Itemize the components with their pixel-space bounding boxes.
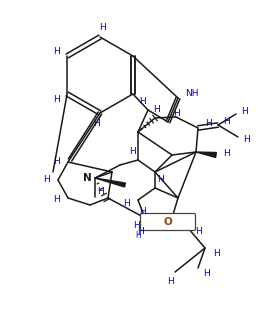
Text: H: H — [154, 104, 160, 113]
Text: H: H — [224, 117, 230, 126]
Text: H: H — [97, 188, 103, 197]
Text: H: H — [223, 149, 229, 158]
Text: H: H — [130, 147, 137, 156]
Text: H: H — [244, 135, 250, 144]
Text: H: H — [203, 268, 209, 277]
Text: H: H — [53, 46, 60, 55]
Text: H: H — [53, 157, 59, 166]
Text: H: H — [53, 196, 59, 205]
Text: H: H — [123, 198, 129, 207]
Text: H: H — [134, 222, 140, 231]
Text: NH: NH — [185, 88, 199, 98]
FancyBboxPatch shape — [140, 214, 196, 231]
Text: H: H — [173, 109, 179, 118]
Text: H: H — [137, 228, 144, 237]
Text: H: H — [135, 232, 141, 241]
Text: H: H — [214, 249, 220, 258]
Polygon shape — [196, 152, 216, 157]
Text: H: H — [93, 118, 99, 127]
Text: H: H — [242, 107, 248, 116]
Text: H: H — [157, 175, 163, 184]
Text: H: H — [53, 95, 60, 104]
Text: H: H — [205, 118, 211, 127]
Text: O: O — [164, 217, 172, 227]
Text: H: H — [99, 24, 105, 33]
Text: H: H — [167, 277, 173, 286]
Text: N: N — [83, 173, 91, 183]
Text: H: H — [139, 207, 145, 216]
Text: H: H — [195, 227, 202, 236]
Text: H: H — [43, 175, 49, 184]
Text: H: H — [140, 96, 146, 105]
Polygon shape — [95, 178, 126, 187]
